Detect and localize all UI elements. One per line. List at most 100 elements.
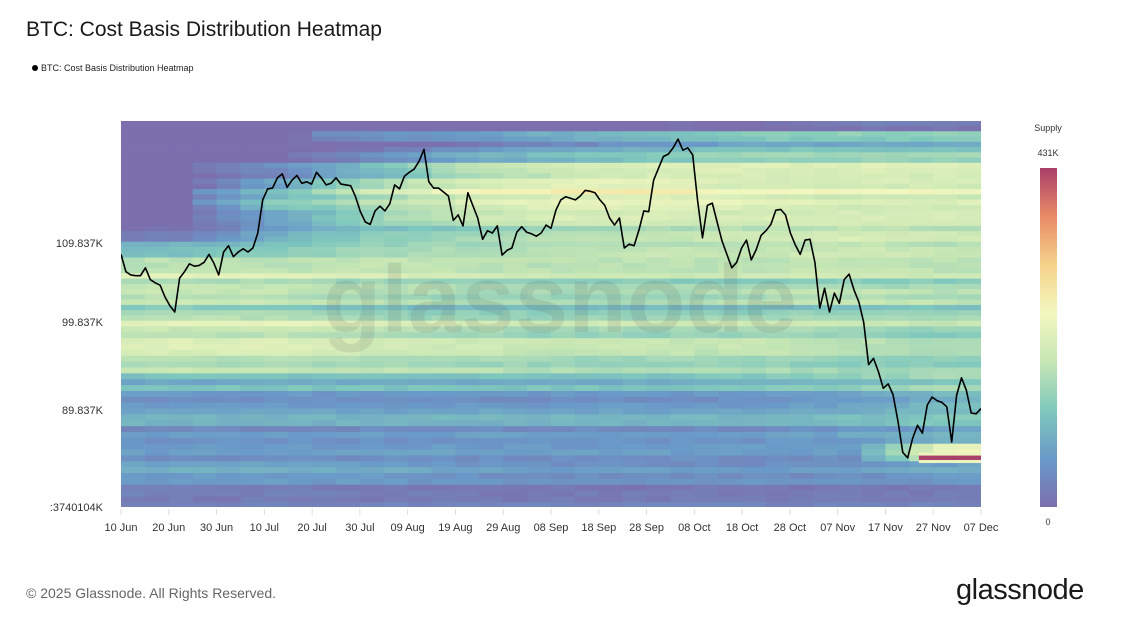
heatmap-cell xyxy=(718,332,743,339)
heatmap-cell xyxy=(144,373,170,380)
heatmap-cell xyxy=(861,349,887,357)
heatmap-cell xyxy=(789,355,815,363)
heatmap-cell xyxy=(861,225,887,232)
heatmap-cell xyxy=(766,220,791,227)
heatmap-cell xyxy=(766,408,791,416)
heatmap-cell xyxy=(742,210,767,217)
heatmap-cell xyxy=(407,449,433,457)
heatmap-cell xyxy=(264,502,289,507)
heatmap-cell xyxy=(909,257,934,264)
heatmap-cell xyxy=(694,257,719,264)
heatmap-cell xyxy=(909,349,934,357)
heatmap-cell xyxy=(288,344,313,351)
heatmap-cell xyxy=(766,210,791,217)
heatmap-cell xyxy=(837,502,863,507)
heatmap-cell xyxy=(646,338,672,345)
heatmap-cell xyxy=(885,168,910,174)
heatmap-cell xyxy=(192,199,218,206)
heatmap-cell xyxy=(647,508,671,514)
heatmap-cell xyxy=(933,490,958,498)
heatmap-cell xyxy=(670,299,695,306)
heatmap-cell xyxy=(813,246,839,253)
heatmap-cell xyxy=(503,467,528,474)
heatmap-cell xyxy=(336,408,361,416)
heatmap-cell xyxy=(718,420,743,427)
heatmap-cell xyxy=(646,121,672,122)
heatmap-cell xyxy=(144,349,170,357)
heatmap-cell xyxy=(885,162,910,169)
heatmap-cell xyxy=(503,141,528,148)
heatmap-cell xyxy=(168,152,194,159)
heatmap-cell xyxy=(168,349,194,357)
heatmap-cell xyxy=(383,310,409,317)
heatmap-cell xyxy=(718,349,743,357)
heatmap-cell xyxy=(455,379,480,386)
heatmap-cell xyxy=(766,361,791,369)
heatmap-cell xyxy=(551,294,576,301)
heatmap-cell xyxy=(312,262,337,269)
heatmap-cell xyxy=(216,147,242,153)
heatmap-cell xyxy=(670,220,695,227)
heatmap-cell xyxy=(957,432,981,439)
heatmap-cell xyxy=(527,508,551,514)
heatmap-cell xyxy=(813,183,839,190)
heatmap-cell xyxy=(383,252,409,259)
heatmap-cell xyxy=(742,125,767,132)
heatmap-cell xyxy=(216,273,242,280)
heatmap-cell xyxy=(551,315,576,322)
heatmap-cell xyxy=(742,414,767,421)
heatmap-cell xyxy=(336,231,361,238)
heatmap-cell xyxy=(264,204,289,211)
heatmap-cell xyxy=(312,326,337,333)
heatmap-cell xyxy=(742,283,767,290)
heatmap-cell xyxy=(359,467,385,474)
heatmap-cell xyxy=(957,473,981,480)
heatmap-cell xyxy=(240,173,265,180)
heatmap-cell xyxy=(598,204,624,211)
heatmap-cell xyxy=(264,315,289,322)
heatmap-cell xyxy=(288,304,313,311)
heatmap-cell xyxy=(264,449,289,457)
heatmap-cell xyxy=(527,162,552,169)
heatmap-cell xyxy=(574,189,600,195)
heatmap-cell xyxy=(813,299,839,306)
heatmap-cell xyxy=(766,157,791,164)
heatmap-cell xyxy=(957,268,981,274)
heatmap-cell xyxy=(503,283,528,290)
x-tick-label: 09 Aug xyxy=(391,522,425,534)
heatmap-cell xyxy=(622,344,648,351)
heatmap-cell xyxy=(789,121,815,122)
heatmap-cell xyxy=(503,168,528,174)
heatmap-cell xyxy=(861,152,887,159)
heatmap-cell xyxy=(479,449,504,457)
heatmap-cell xyxy=(622,252,648,259)
heatmap-cell xyxy=(933,210,958,217)
heatmap-cell xyxy=(192,246,218,253)
heatmap-cell xyxy=(336,199,361,206)
heatmap-cell xyxy=(598,315,624,322)
heatmap-cell xyxy=(813,162,839,169)
heatmap-cell xyxy=(479,496,504,503)
heatmap-cell xyxy=(383,373,409,380)
heatmap-cell xyxy=(861,189,887,195)
heatmap-cell xyxy=(455,273,480,280)
heatmap-cell xyxy=(264,162,289,169)
heatmap-cell xyxy=(885,338,910,345)
heatmap-cell xyxy=(694,183,719,190)
heatmap-cell xyxy=(670,157,695,164)
heatmap-cell xyxy=(646,396,672,404)
heatmap-cell xyxy=(288,426,313,433)
heatmap-cell xyxy=(216,194,242,201)
heatmap-cell xyxy=(121,183,146,190)
heatmap-cell xyxy=(813,344,839,351)
heatmap-cell xyxy=(240,449,265,457)
chart-legend[interactable]: BTC: Cost Basis Distribution Heatmap xyxy=(32,63,194,73)
glassnode-logo[interactable]: glassnode xyxy=(956,574,1084,606)
x-tick-label: 30 Jun xyxy=(200,522,233,534)
heatmap-cell xyxy=(574,361,600,369)
heatmap-cell xyxy=(789,299,815,306)
heatmap-cell xyxy=(121,189,146,195)
heatmap-cell xyxy=(431,278,457,285)
heatmap-cell xyxy=(312,141,337,148)
heatmap-cell xyxy=(121,121,146,122)
